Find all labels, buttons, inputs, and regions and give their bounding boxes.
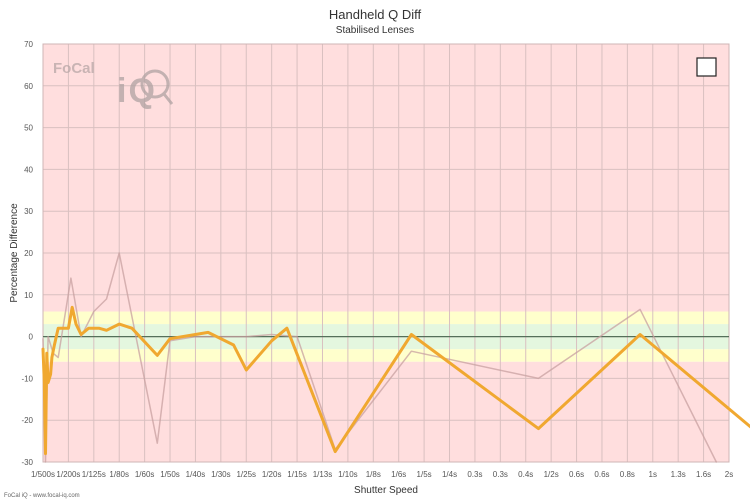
- x-tick-label: 0.6s: [569, 470, 584, 479]
- x-tick-label: 0.8s: [620, 470, 635, 479]
- y-tick-label: -20: [21, 416, 33, 425]
- logo-text-iq: iQ: [117, 72, 157, 110]
- series-line-1: [42, 252, 718, 463]
- y-tick-label: 60: [24, 82, 33, 91]
- y-axis-ticks: -30 -20 -10 0 10 20 30 40 50 60 70: [21, 40, 33, 467]
- x-tick-label: 1/125s: [82, 470, 106, 479]
- x-tick-label: 2s: [725, 470, 733, 479]
- band-4: [43, 44, 729, 312]
- logo-text-focal: FoCal: [53, 60, 95, 77]
- x-tick-label: 1/80s: [109, 470, 129, 479]
- x-tick-label: 1/8s: [366, 470, 381, 479]
- y-tick-label: -10: [21, 374, 33, 383]
- series-line-0: [41, 305, 750, 456]
- band-0: [43, 361, 729, 462]
- grid-lines: [42, 43, 730, 463]
- x-tick-label: 1/5s: [417, 470, 432, 479]
- y-tick-label: -30: [21, 458, 33, 467]
- x-tick-label: 0.4s: [518, 470, 533, 479]
- x-tick-label: 1/4s: [442, 470, 457, 479]
- x-tick-label: 1/50s: [160, 470, 180, 479]
- y-tick-label: 10: [24, 291, 33, 300]
- x-tick-label: 1/15s: [287, 470, 307, 479]
- band-1: [43, 349, 729, 362]
- x-tick-label: 1/6s: [391, 470, 406, 479]
- focal-iq-logo: FoCal iQ: [53, 60, 174, 110]
- x-tick-label: 1/10s: [338, 470, 358, 479]
- x-tick-label: 0.6s: [594, 470, 609, 479]
- y-tick-label: 20: [24, 249, 33, 258]
- x-axis-title: Shutter Speed: [354, 485, 418, 496]
- x-tick-label: 1/200s: [56, 470, 80, 479]
- y-tick-label: 40: [24, 165, 33, 174]
- y-tick-label: 0: [29, 333, 34, 342]
- x-tick-label: 1.3s: [671, 470, 686, 479]
- x-tick-label: 1/2s: [544, 470, 559, 479]
- logo-magnifier-handle: [162, 93, 174, 105]
- chart-subtitle: Stabilised Lenses: [336, 25, 414, 36]
- logo-magnifier-icon: [140, 69, 170, 99]
- y-tick-label: 70: [24, 40, 33, 49]
- x-tick-label: 1s: [649, 470, 657, 479]
- y-axis-title: Percentage Difference: [9, 203, 20, 303]
- y-tick-label: 30: [24, 207, 33, 216]
- y-tick-label: 50: [24, 124, 33, 133]
- band-3: [43, 311, 729, 325]
- x-tick-label: 1/60s: [135, 470, 155, 479]
- x-axis-ticks: 1/500s 1/200s 1/125s 1/80s 1/60s 1/50s 1/40s 1/…: [31, 470, 733, 479]
- x-tick-label: 1.6s: [696, 470, 711, 479]
- x-tick-label: 1/30s: [211, 470, 231, 479]
- legend-toggle-checkbox[interactable]: [696, 57, 717, 77]
- credit-text: FoCal iQ - www.focal-iq.com: [4, 493, 80, 499]
- x-tick-label: 1/25s: [236, 470, 256, 479]
- chart-title: Handheld Q Diff: [329, 7, 422, 22]
- x-tick-label: 1/40s: [186, 470, 206, 479]
- x-tick-label: 1/20s: [262, 470, 282, 479]
- x-tick-label: 1/500s: [31, 470, 55, 479]
- x-tick-label: 1/13s: [313, 470, 333, 479]
- x-tick-label: 0.3s: [467, 470, 482, 479]
- x-tick-label: 0.3s: [493, 470, 508, 479]
- plot-border: [42, 43, 730, 463]
- series-layer: [41, 252, 750, 463]
